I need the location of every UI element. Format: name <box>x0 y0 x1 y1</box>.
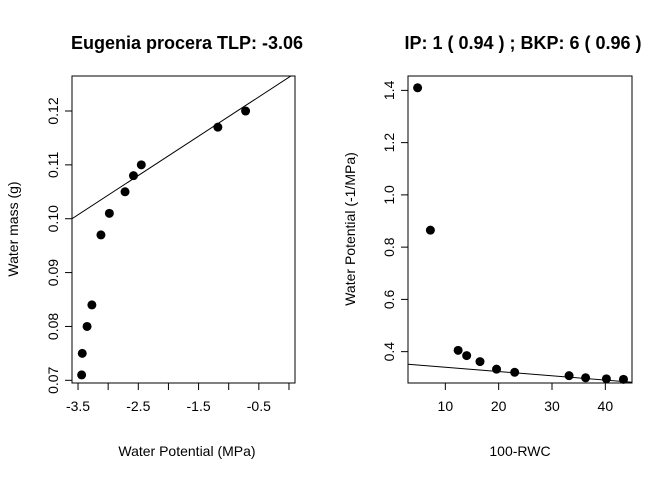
panel-1-points <box>77 106 251 380</box>
panel-1-ylabel: Water mass (g) <box>5 181 21 276</box>
panel-2-plot <box>407 75 633 384</box>
panel-2: IP: 1 ( 0.94 ) ; BKP: 6 ( 0.96 ) 10 20 30 4… <box>342 33 642 459</box>
y-tick-label: 0.08 <box>45 313 61 340</box>
x-tick-label: -1.5 <box>187 398 211 414</box>
data-point <box>104 208 114 218</box>
data-point <box>241 106 251 116</box>
panel-2-xlabel: 100-RWC <box>489 443 550 459</box>
x-tick-label: -0.5 <box>247 398 271 414</box>
panel-1-xlabel: Water Potential (MPa) <box>118 443 255 459</box>
panel-1-plot <box>71 75 296 384</box>
y-tick-label: 0.8 <box>381 237 397 257</box>
data-point <box>510 367 520 377</box>
y-tick-label: 0.09 <box>45 259 61 286</box>
y-tick-label: 0.12 <box>45 97 61 124</box>
data-point <box>82 321 92 331</box>
panel-1-x-axis: -3.5 -2.5 -1.5 -0.5 <box>66 383 290 414</box>
data-point <box>475 357 485 367</box>
data-point <box>120 187 130 197</box>
data-point <box>87 300 97 310</box>
panel-2-y-axis: 0.4 0.6 0.8 1.0 1.2 1.4 <box>381 80 408 361</box>
data-point <box>564 371 574 381</box>
panel-1-fit-line <box>72 76 292 220</box>
panel-1-y-axis: 0.07 0.08 0.09 0.10 0.11 0.12 <box>45 97 72 394</box>
x-tick-label: 10 <box>438 398 454 414</box>
panel-1: Eugenia procera TLP: -3.06 -3.5 -2.5 -1.5-… <box>5 33 303 459</box>
data-point <box>213 122 223 132</box>
y-tick-label: 0.6 <box>381 289 397 309</box>
y-tick-label: 0.4 <box>381 342 397 362</box>
panel-2-frame <box>407 75 633 384</box>
panel-1-frame <box>71 75 296 384</box>
x-tick-label: 40 <box>598 398 614 414</box>
panel-1-title: Eugenia procera TLP: -3.06 <box>71 33 303 53</box>
y-tick-label: 0.07 <box>45 366 61 393</box>
data-point <box>581 373 591 383</box>
data-point <box>136 160 146 170</box>
data-point <box>618 374 628 384</box>
x-tick-label: 20 <box>491 398 507 414</box>
x-tick-label: -2.5 <box>126 398 150 414</box>
y-tick-label: 1.2 <box>381 133 397 153</box>
panel-2-fit-line <box>408 363 632 383</box>
panel-2-points <box>413 83 628 384</box>
data-point <box>453 345 463 355</box>
y-tick-label: 0.10 <box>45 205 61 232</box>
data-point <box>492 364 502 374</box>
data-point <box>128 171 138 181</box>
panel-2-title: IP: 1 ( 0.94 ) ; BKP: 6 ( 0.96 ) <box>404 33 641 53</box>
data-point <box>96 230 106 240</box>
y-tick-label: 0.11 <box>45 152 61 178</box>
data-point <box>77 370 87 380</box>
x-tick-label: -3.5 <box>66 398 90 414</box>
data-point <box>462 351 472 361</box>
panel-2-ylabel: Water Potential (-1/MPa) <box>342 152 358 306</box>
y-tick-label: 1.0 <box>381 185 397 205</box>
x-tick-label: 30 <box>544 398 560 414</box>
data-point <box>601 374 611 384</box>
panel-2-x-axis: 10 20 30 40 <box>438 383 614 414</box>
data-point <box>413 83 423 93</box>
data-point <box>77 348 87 358</box>
y-tick-label: 1.4 <box>381 80 397 100</box>
data-point <box>425 225 435 235</box>
